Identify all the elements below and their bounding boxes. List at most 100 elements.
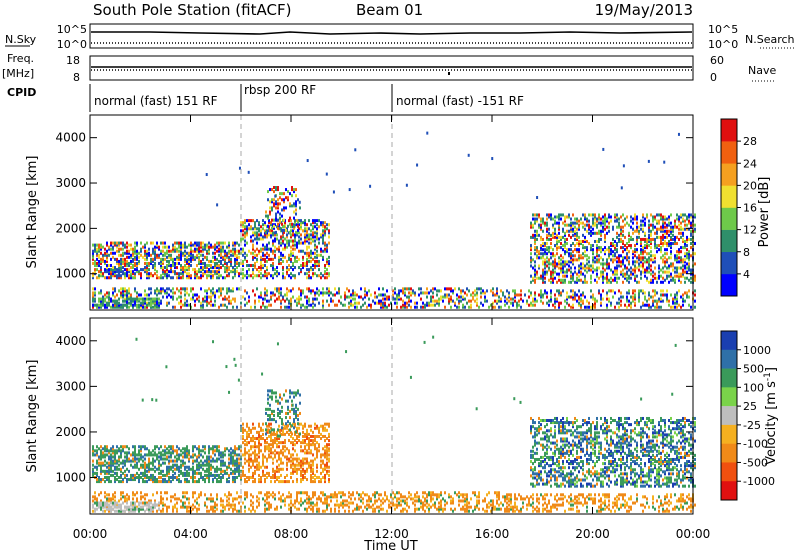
echo-cell <box>682 264 684 268</box>
echo-cell <box>694 215 696 219</box>
echo-cell <box>538 293 540 297</box>
echo-cell <box>210 243 212 247</box>
echo-cell <box>266 276 268 280</box>
echo-cell <box>550 256 552 260</box>
echo-cell <box>190 475 192 479</box>
echo-cell <box>120 461 122 465</box>
echo-cell <box>92 291 94 295</box>
echo-cell <box>638 229 640 233</box>
echo-cell <box>110 251 112 255</box>
echo-cell <box>212 291 214 295</box>
echo-cell <box>274 439 276 443</box>
echo-cell <box>238 463 240 467</box>
echo-cell <box>152 259 154 263</box>
echo-cell <box>682 260 684 264</box>
echo-cell <box>580 270 582 274</box>
echo-cell <box>580 266 582 270</box>
echo-cell <box>198 471 200 475</box>
echo-cell <box>596 272 598 276</box>
echo-cell <box>650 295 652 299</box>
echo-cell <box>694 276 696 280</box>
echo-cell <box>272 473 274 477</box>
echo-cell <box>160 301 162 305</box>
echo-cell <box>200 449 202 453</box>
echo-cell <box>126 251 128 255</box>
echo-cell <box>648 239 650 243</box>
echo-cell <box>102 274 104 278</box>
echo-cell <box>200 268 202 272</box>
echo-cell <box>98 255 100 259</box>
echo-cell <box>108 465 110 469</box>
echo-cell <box>590 231 592 235</box>
echo-cell <box>174 247 176 251</box>
echo-cell <box>642 256 644 260</box>
echo-cell <box>264 449 266 453</box>
echo-cell <box>338 291 340 295</box>
echo-cell <box>596 274 598 278</box>
echo-cell <box>234 243 236 247</box>
echo-cell <box>240 237 242 241</box>
echo-cell <box>312 268 314 272</box>
echo-cell <box>382 301 384 305</box>
echo-cell <box>572 274 574 278</box>
echo-cell <box>626 272 628 276</box>
echo-cell <box>144 447 146 451</box>
echo-cell <box>258 447 260 451</box>
echo-cell <box>530 258 532 262</box>
echo-cell <box>282 274 284 278</box>
echo-cell <box>172 463 174 467</box>
echo-cell <box>208 259 210 263</box>
echo-cell <box>272 439 274 443</box>
echo-cell <box>670 264 672 268</box>
echo-cell <box>160 264 162 268</box>
echo-cell <box>148 274 150 278</box>
echo-cell <box>92 463 94 467</box>
echo-cell <box>230 447 232 451</box>
echo-cell <box>350 295 352 299</box>
echo-cell <box>236 305 238 309</box>
echo-cell <box>188 251 190 255</box>
echo-cell <box>96 461 98 465</box>
echo-cell <box>570 266 572 270</box>
echo-cell <box>248 467 250 471</box>
echo-cell <box>270 264 272 268</box>
echo-cell <box>598 291 600 295</box>
echo-cell <box>416 301 418 305</box>
echo-cell <box>560 266 562 270</box>
echo-cell <box>556 235 558 239</box>
echo-cell <box>232 253 234 257</box>
echo-cell <box>120 270 122 274</box>
echo-cell <box>252 459 254 463</box>
echo-cell <box>258 441 260 445</box>
beam-title: Beam 01 <box>356 1 423 19</box>
echo-cell <box>174 257 176 261</box>
echo-cell <box>288 253 290 257</box>
echo-cell <box>592 264 594 268</box>
echo-cell <box>658 219 660 223</box>
echo-cell <box>206 276 208 280</box>
echo-cell <box>208 469 210 473</box>
echo-cell <box>582 272 584 276</box>
echo-cell <box>566 250 568 254</box>
echo-cell <box>102 453 104 457</box>
echo-cell <box>648 235 650 239</box>
echo-cell <box>546 248 548 252</box>
echo-cell <box>602 266 604 270</box>
echo-cell <box>646 244 648 248</box>
echo-cell <box>138 259 140 263</box>
echo-cell <box>262 266 264 270</box>
echo-cell <box>112 445 114 449</box>
echo-cell <box>144 257 146 261</box>
echo-cell <box>532 258 534 262</box>
echo-cell <box>134 451 136 455</box>
echo-cell <box>284 441 286 445</box>
echo-cell <box>558 235 560 239</box>
echo-cell <box>646 303 648 307</box>
echo-cell <box>236 241 238 245</box>
echo-cell <box>281 192 283 196</box>
echo-cell <box>208 459 210 463</box>
echo-cell <box>596 268 598 272</box>
echo-cell <box>112 461 114 465</box>
echo-cell <box>458 287 460 291</box>
echo-cell <box>114 295 116 299</box>
